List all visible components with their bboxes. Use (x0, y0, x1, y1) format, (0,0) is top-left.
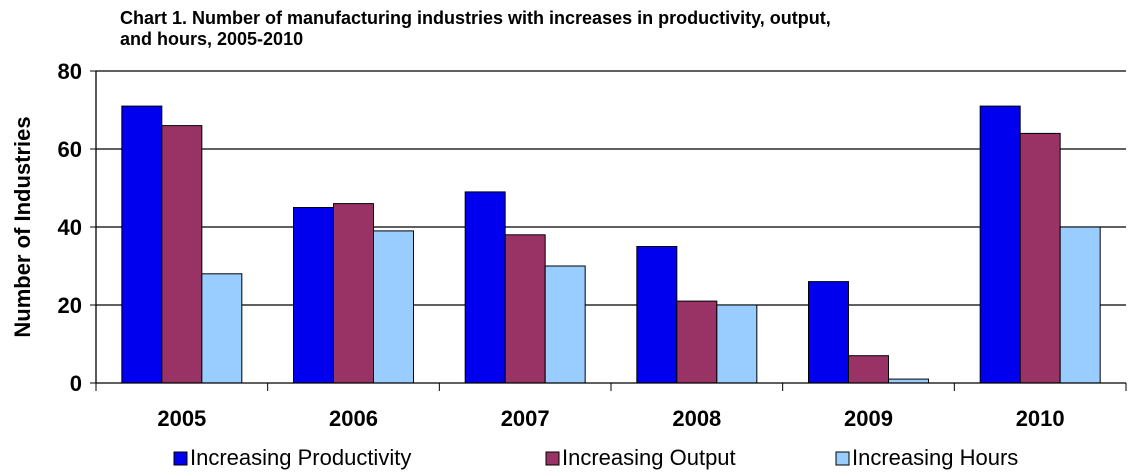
tick-labels: 0 20 40 60 80 2005 2006 2007 2008 2009 2010 (58, 59, 1065, 431)
bar-increasing-productivity-2005 (121, 105, 163, 384)
y-tick-label: 60 (58, 137, 82, 162)
bar-increasing-output-2008 (676, 300, 718, 384)
bar-increasing-hours-2008 (716, 304, 758, 384)
legend-label: Increasing Hours (852, 445, 1018, 470)
bar-increasing-hours-2007 (544, 265, 586, 384)
bar-increasing-productivity-2008 (636, 246, 678, 384)
bars (121, 105, 1101, 384)
legend: Increasing Productivity Increasing Output… (173, 445, 1018, 470)
y-tick-label: 40 (58, 215, 82, 240)
y-axis-title: Number of Industries (10, 116, 35, 337)
x-tick-label: 2008 (672, 406, 721, 431)
x-tick-label: 2006 (329, 406, 378, 431)
legend-swatch (835, 451, 850, 466)
y-tick-label: 20 (58, 293, 82, 318)
x-tick-label: 2010 (1016, 406, 1065, 431)
bar-increasing-output-2010 (1019, 132, 1061, 384)
bar-increasing-productivity-2006 (293, 207, 334, 384)
x-tick-label: 2005 (157, 406, 206, 431)
bar-increasing-productivity-2007 (464, 191, 506, 384)
gridlines (96, 70, 1126, 306)
legend-label: Increasing Output (562, 445, 736, 470)
legend-label: Increasing Productivity (190, 445, 411, 470)
bar-increasing-output-2006 (333, 203, 374, 384)
legend-swatch (545, 451, 560, 466)
y-tick-label: 0 (70, 371, 82, 396)
bar-increasing-output-2005 (161, 125, 203, 384)
bar-increasing-hours-2006 (373, 230, 414, 384)
bar-increasing-productivity-2010 (979, 105, 1021, 384)
bar-increasing-hours-2005 (201, 273, 243, 384)
x-tick-label: 2009 (844, 406, 893, 431)
legend-swatch (173, 451, 188, 466)
bar-increasing-hours-2010 (1059, 226, 1101, 384)
bar-increasing-output-2009 (848, 355, 889, 384)
x-tick-label: 2007 (501, 406, 550, 431)
chart-title: Chart 1. Number of manufacturing industr… (120, 8, 831, 49)
bar-increasing-productivity-2009 (808, 281, 849, 384)
axes (90, 70, 1127, 391)
y-tick-label: 80 (58, 59, 82, 84)
bar-increasing-output-2007 (504, 234, 546, 384)
